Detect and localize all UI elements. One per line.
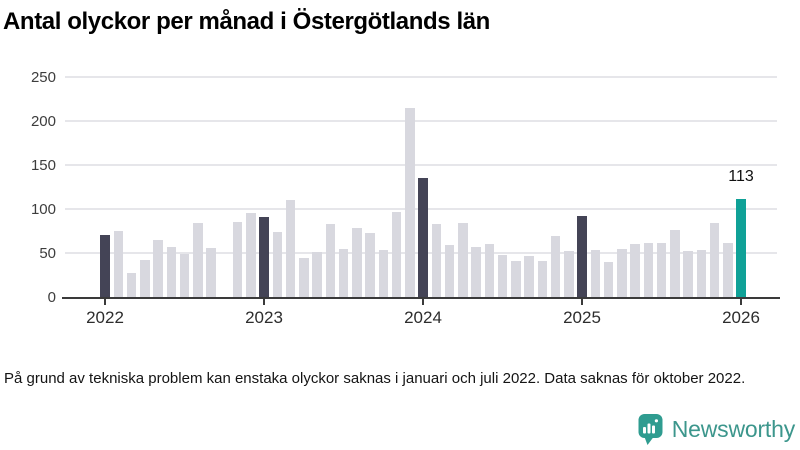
bar-2023-08 [352, 227, 362, 298]
bar-2025-08 [670, 230, 680, 298]
bar-2023-04 [299, 257, 309, 298]
bar-2025-07 [656, 242, 667, 298]
bar-2024-04 [458, 223, 468, 298]
bar-2024-03 [444, 245, 455, 298]
bar-2025-12 [723, 242, 733, 298]
x-axis-tick-2024 [422, 299, 424, 305]
x-axis-line [62, 296, 780, 299]
y-axis-label-50: 50 [39, 245, 56, 263]
newsworthy-logo[interactable]: Newsworthy [637, 413, 795, 446]
bar-2026-01 [736, 198, 746, 298]
y-axis-label-150: 150 [30, 157, 56, 175]
bar-2023-02 [272, 232, 282, 298]
bar-2023-09 [365, 232, 375, 298]
bar-2023-12 [405, 108, 415, 298]
x-axis-year-label-2023: 2023 [245, 308, 283, 327]
y-axis-label-250: 250 [30, 69, 56, 87]
bar-2025-05 [630, 244, 640, 298]
gridline-150 [65, 164, 777, 167]
x-axis-tick-2022 [104, 299, 106, 305]
bar-2024-08 [511, 261, 521, 298]
bar-chart: 2022 2023 2024 2025 2026 0 50 100 150 200 250 113 [30, 69, 780, 327]
bar-2022-02 [113, 231, 123, 298]
bar-2023-06 [325, 224, 335, 298]
gridline-200 [65, 120, 777, 123]
bar-2024-10 [537, 261, 547, 298]
x-axis-tick-2023 [263, 299, 265, 305]
bar-2022-06 [166, 247, 176, 298]
bar-2023-01 [259, 217, 269, 298]
bar-2023-10 [378, 249, 388, 298]
bar-2025-01 [577, 216, 587, 298]
bar-2025-06 [643, 242, 653, 298]
bar-2025-10 [696, 249, 706, 298]
bar-2022-11 [232, 221, 243, 298]
bar-2025-02 [590, 249, 600, 298]
bar-2022-01 [100, 234, 110, 298]
x-axis-tick-2026 [740, 299, 742, 305]
bar-2022-05 [153, 239, 163, 298]
bar-2023-05 [312, 252, 322, 298]
bar-2022-09 [206, 247, 216, 298]
bar-2025-09 [683, 251, 693, 298]
y-axis-label-100: 100 [30, 201, 56, 219]
y-axis-label-0: 0 [47, 289, 56, 306]
current-value-label: 113 [728, 167, 754, 185]
bar-2024-06 [484, 244, 494, 298]
x-axis-year-label-2022: 2022 [86, 308, 124, 327]
bar-2024-07 [497, 254, 508, 298]
x-axis-year-label-2026: 2026 [722, 308, 760, 327]
bar-2024-11 [550, 236, 561, 298]
newsworthy-logo-icon [638, 414, 663, 445]
bar-2022-03 [126, 272, 137, 298]
plot-area: 2022 2023 2024 2025 2026 [62, 70, 780, 327]
gridline-250 [65, 76, 777, 79]
bar-2024-01 [418, 177, 428, 298]
bar-2025-03 [603, 261, 614, 298]
bar-2024-02 [431, 224, 441, 298]
x-axis-year-label-2024: 2024 [404, 308, 442, 327]
chart-title: Antal olyckor per månad i Östergötlands … [3, 8, 490, 35]
bar-2025-11 [709, 223, 720, 298]
newsworthy-logo-text: Newsworthy [671, 416, 795, 442]
y-axis-label-200: 200 [30, 113, 56, 131]
bar-2023-11 [391, 211, 402, 298]
bar-2024-05 [471, 247, 481, 298]
x-axis-tick-2025 [581, 299, 583, 305]
bar-2023-07 [338, 248, 349, 298]
bar-2024-12 [564, 251, 574, 298]
bar-2022-12 [246, 212, 256, 298]
footnote: På grund av tekniska problem kan enstaka… [4, 370, 746, 387]
x-axis-year-label-2025: 2025 [563, 308, 601, 327]
bar-2025-04 [617, 248, 627, 298]
bar-2023-03 [285, 199, 296, 298]
bar-2024-09 [524, 255, 534, 298]
bar-2022-04 [140, 260, 150, 298]
bar-2022-07 [179, 254, 190, 298]
bar-2022-08 [193, 223, 203, 298]
